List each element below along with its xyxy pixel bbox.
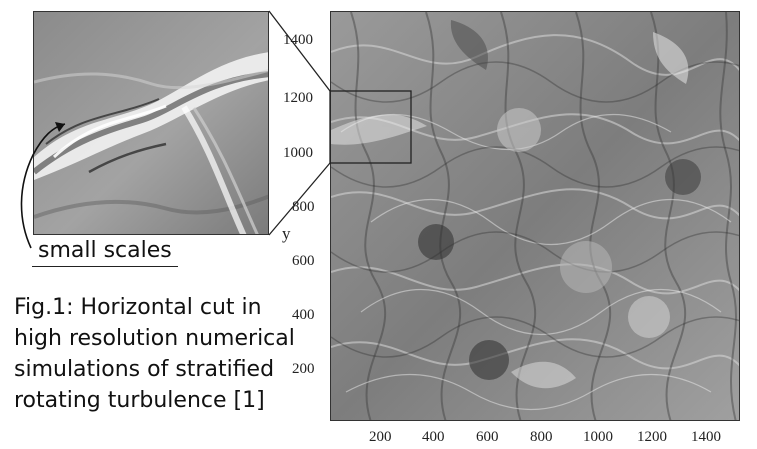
zoom-inset-image — [33, 11, 269, 235]
x-tick-600: 600 — [476, 429, 499, 446]
y-tick-800: 800 — [292, 199, 315, 216]
small-scales-underline — [32, 266, 178, 267]
caption-line-3: simulations of stratified — [14, 354, 304, 385]
turbulence-field-svg — [331, 12, 740, 421]
zoom-connector-top — [269, 11, 330, 91]
caption-line-2: high resolution numerical — [14, 323, 304, 354]
turbulence-field-image — [330, 11, 740, 421]
y-tick-1000: 1000 — [283, 145, 313, 162]
small-scales-label: small scales — [38, 238, 172, 263]
y-axis-label: y — [282, 224, 291, 244]
y-tick-600: 600 — [292, 253, 315, 270]
zoom-inset-svg — [34, 12, 269, 235]
figure-caption: Fig.1: Horizontal cut in high resolution… — [14, 292, 304, 416]
x-tick-400: 400 — [422, 429, 445, 446]
x-tick-1000: 1000 — [583, 429, 613, 446]
x-tick-1200: 1200 — [637, 429, 667, 446]
x-tick-200: 200 — [369, 429, 392, 446]
x-tick-1400: 1400 — [691, 429, 721, 446]
y-tick-1400: 1400 — [283, 32, 313, 49]
x-tick-800: 800 — [530, 429, 553, 446]
caption-line-1: Fig.1: Horizontal cut in — [14, 292, 304, 323]
y-tick-1200: 1200 — [283, 90, 313, 107]
caption-line-4: rotating turbulence [1] — [14, 385, 304, 416]
